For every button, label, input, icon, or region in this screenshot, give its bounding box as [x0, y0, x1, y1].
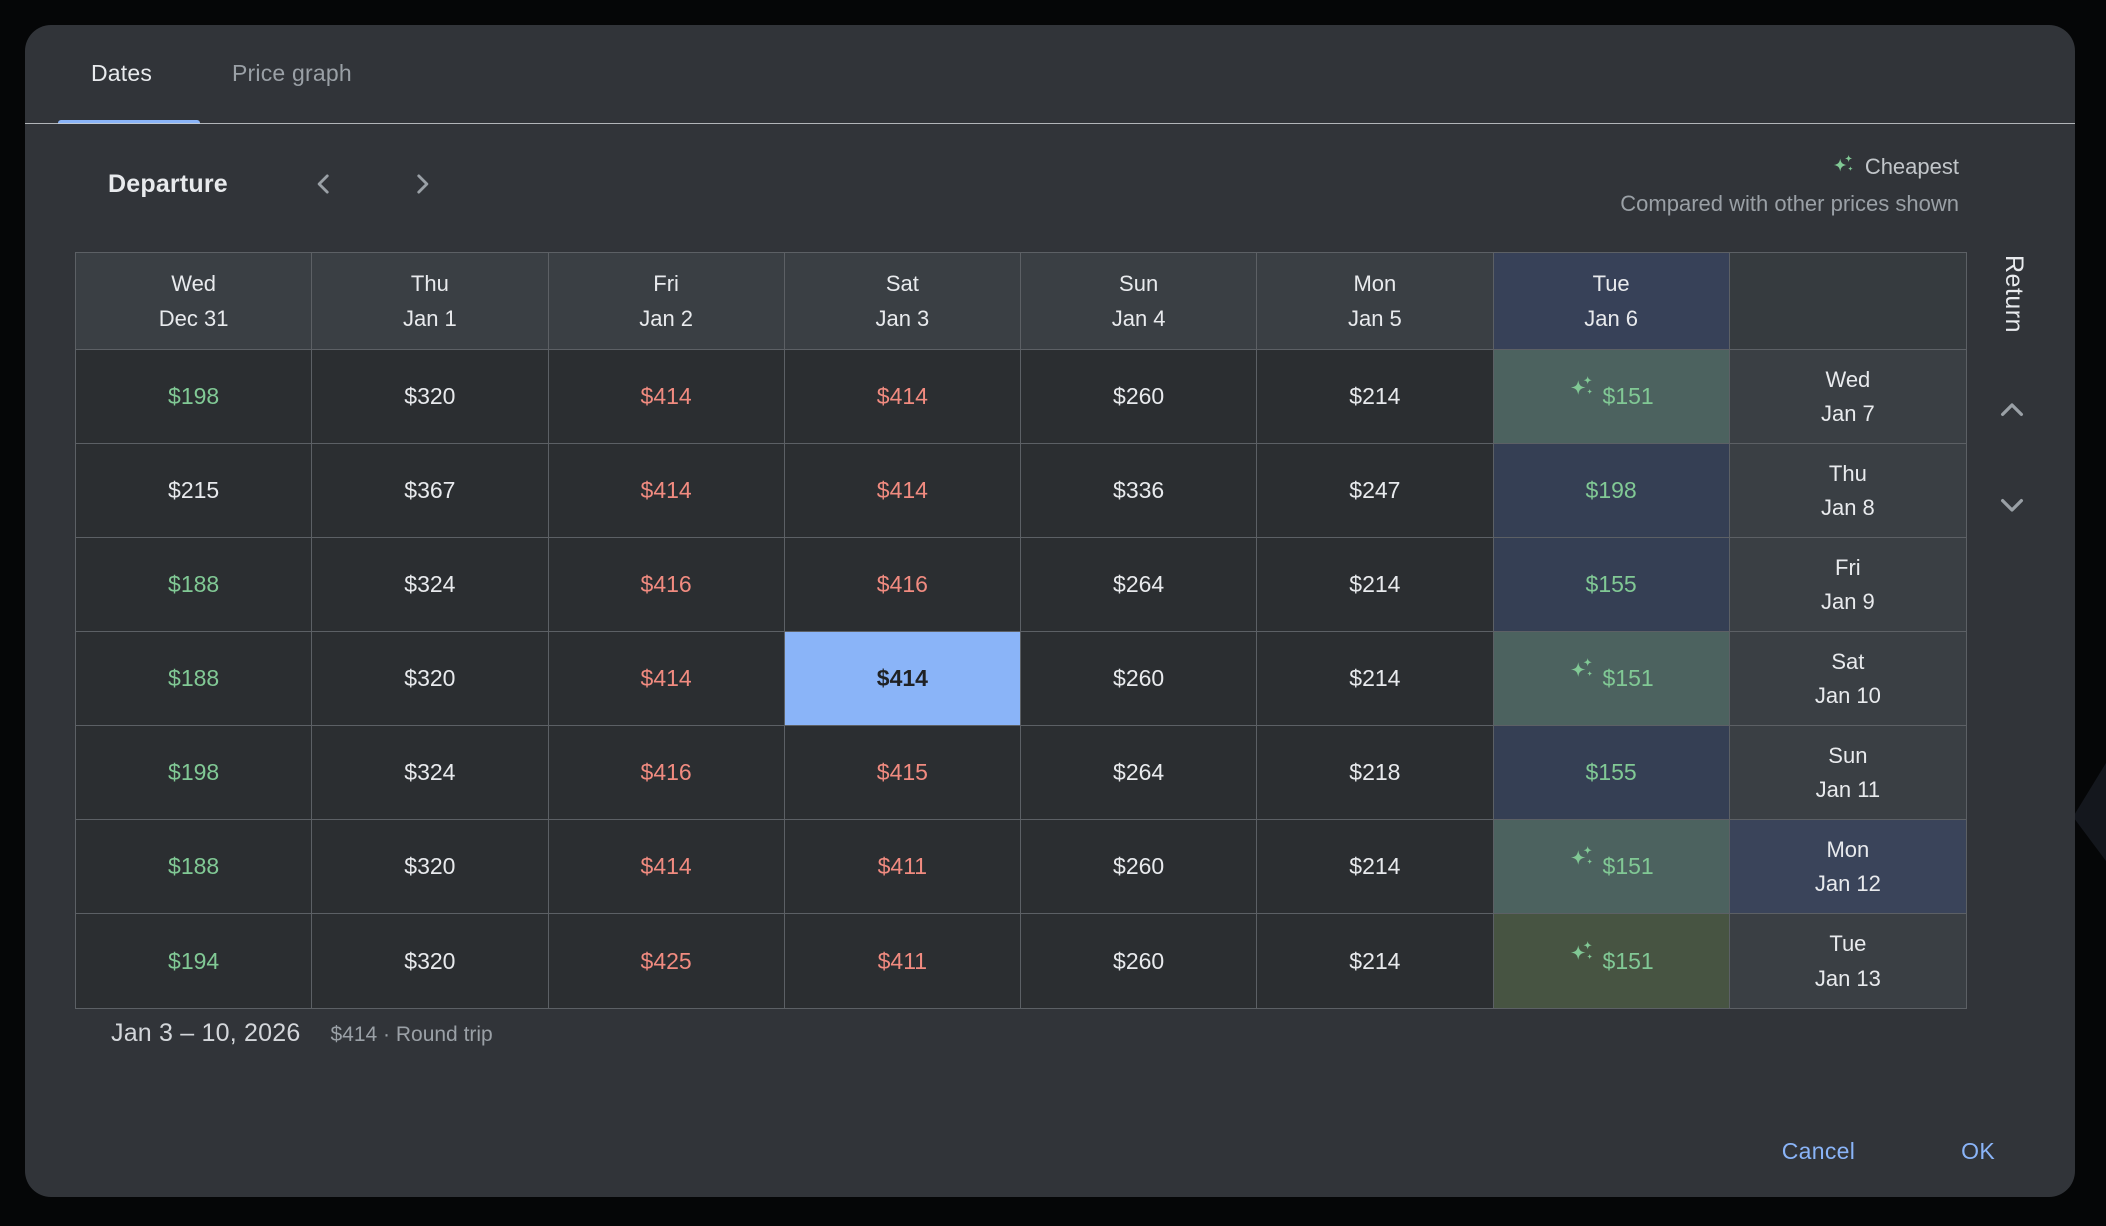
- tab-bar: Dates Price graph: [25, 25, 2075, 124]
- tab-price-graph[interactable]: Price graph: [232, 25, 352, 121]
- price-cell[interactable]: $188: [76, 632, 313, 726]
- grid-corner-cell: [1729, 253, 1966, 350]
- departure-label: Departure: [108, 169, 228, 198]
- price-cell[interactable]: $414: [548, 820, 785, 914]
- sparkle-icon: [1570, 658, 1592, 677]
- price-cell[interactable]: $414: [548, 444, 785, 538]
- price-cell[interactable]: $414: [548, 632, 785, 726]
- price-cell[interactable]: $247: [1257, 444, 1494, 538]
- column-header-fri: Fri Jan 2: [548, 253, 785, 350]
- column-header-tue: Tue Jan 6: [1493, 253, 1730, 350]
- return-date-thu: Thu Jan 8: [1729, 444, 1966, 538]
- price-cell[interactable]: $416: [784, 538, 1021, 632]
- price-cell[interactable]: $198: [76, 726, 313, 820]
- return-date-sun: Sun Jan 11: [1729, 726, 1966, 820]
- chevron-down-icon: [2001, 499, 2023, 512]
- price-cell[interactable]: $260: [1021, 820, 1258, 914]
- price-cell[interactable]: $198: [1493, 444, 1730, 538]
- return-date-fri: Fri Jan 9: [1729, 538, 1966, 632]
- price-cell[interactable]: $215: [76, 444, 313, 538]
- price-cell[interactable]: $320: [312, 820, 549, 914]
- price-cell[interactable]: $416: [548, 726, 785, 820]
- price-grid: Wed Dec 31 Thu Jan 1 Fri Jan 2 Sat Jan 3 Sun Jan …: [75, 252, 1967, 1009]
- ok-button[interactable]: OK: [1947, 1128, 2009, 1175]
- price-cell[interactable]: $264: [1021, 538, 1258, 632]
- price-cell[interactable]: $414: [548, 350, 785, 444]
- price-cell[interactable]: $320: [312, 632, 549, 726]
- price-cell[interactable]: $415: [784, 726, 1021, 820]
- tab-bar-divider: [25, 123, 2075, 124]
- scroll-return-down-button[interactable]: [1987, 480, 2037, 530]
- column-header-thu: Thu Jan 1: [312, 253, 549, 350]
- sparkle-icon: [1570, 846, 1592, 865]
- price-cell[interactable]: $218: [1257, 726, 1494, 820]
- price-cell[interactable]: $425: [548, 914, 785, 1008]
- price-cell[interactable]: $214: [1257, 538, 1494, 632]
- price-cell[interactable]: $155: [1493, 538, 1730, 632]
- price-cell[interactable]: $414: [784, 350, 1021, 444]
- price-cell[interactable]: $214: [1257, 350, 1494, 444]
- active-tab-indicator: [58, 120, 200, 124]
- previous-dates-button[interactable]: [300, 160, 348, 208]
- price-cell[interactable]: $336: [1021, 444, 1258, 538]
- column-header-sun: Sun Jan 4: [1021, 253, 1258, 350]
- price-cell[interactable]: $151: [1493, 350, 1730, 444]
- price-cell[interactable]: $260: [1021, 632, 1258, 726]
- price-cell[interactable]: $260: [1021, 350, 1258, 444]
- chevron-up-icon: [2001, 403, 2023, 416]
- chevron-right-icon: [417, 174, 429, 194]
- return-date-tue: Tue Jan 13: [1729, 914, 1966, 1008]
- date-picker-dialog: Dates Price graph Departure Cheapest Com…: [25, 25, 2075, 1197]
- return-axis-label: Return: [2000, 255, 2028, 334]
- price-cell[interactable]: $416: [548, 538, 785, 632]
- scroll-return-up-button[interactable]: [1987, 385, 2037, 435]
- dialog-footer: Cancel OK: [1768, 1128, 2009, 1175]
- price-cell[interactable]: $155: [1493, 726, 1730, 820]
- price-cell[interactable]: $367: [312, 444, 549, 538]
- selected-date-range: Jan 3 – 10, 2026: [111, 1019, 301, 1047]
- tab-dates[interactable]: Dates: [91, 25, 152, 121]
- column-header-wed: Wed Dec 31: [76, 253, 313, 350]
- price-cell[interactable]: $188: [76, 538, 313, 632]
- price-cell[interactable]: $198: [76, 350, 313, 444]
- sparkle-icon: [1570, 376, 1592, 395]
- price-cell[interactable]: $214: [1257, 820, 1494, 914]
- cheapest-label: Cheapest: [1864, 154, 1959, 179]
- column-header-sat: Sat Jan 3: [784, 253, 1021, 350]
- price-cell[interactable]: $151: [1493, 914, 1730, 1008]
- price-cell[interactable]: $214: [1257, 632, 1494, 726]
- price-cell[interactable]: $324: [312, 726, 549, 820]
- selected-price-trip: $414 · Round trip: [330, 1023, 493, 1046]
- price-cell[interactable]: $320: [312, 914, 549, 1008]
- chevron-left-icon: [317, 174, 329, 194]
- selection-summary: Jan 3 – 10, 2026 $414 · Round trip: [111, 1019, 493, 1048]
- sparkle-icon: [1570, 940, 1592, 960]
- price-cell[interactable]: $188: [76, 820, 313, 914]
- return-date-sat: Sat Jan 10: [1729, 632, 1966, 726]
- return-date-mon: Mon Jan 12: [1729, 820, 1966, 914]
- price-cell[interactable]: $194: [76, 914, 313, 1008]
- cheapest-legend: Cheapest Compared with other prices show…: [1620, 150, 1959, 217]
- price-cell[interactable]: $324: [312, 538, 549, 632]
- sparkle-icon: [1833, 154, 1853, 172]
- price-cell[interactable]: $414: [784, 444, 1021, 538]
- price-cell[interactable]: $260: [1021, 914, 1258, 1008]
- price-cell[interactable]: $151: [1493, 820, 1730, 914]
- price-cell[interactable]: $151: [1493, 632, 1730, 726]
- cancel-button[interactable]: Cancel: [1768, 1128, 1869, 1175]
- return-date-wed: Wed Jan 7: [1729, 350, 1966, 444]
- selected-price-cell[interactable]: $414: [784, 632, 1021, 726]
- next-dates-button[interactable]: [398, 160, 446, 208]
- price-cell[interactable]: $411: [784, 820, 1021, 914]
- price-cell[interactable]: $214: [1257, 914, 1494, 1008]
- price-cell[interactable]: $320: [312, 350, 549, 444]
- price-cell[interactable]: $264: [1021, 726, 1258, 820]
- legend-note: Compared with other prices shown: [1620, 191, 1959, 216]
- column-header-mon: Mon Jan 5: [1257, 253, 1494, 350]
- price-cell[interactable]: $411: [784, 914, 1021, 1008]
- departure-controls: Departure: [108, 158, 446, 210]
- background-artifact: [2073, 763, 2106, 861]
